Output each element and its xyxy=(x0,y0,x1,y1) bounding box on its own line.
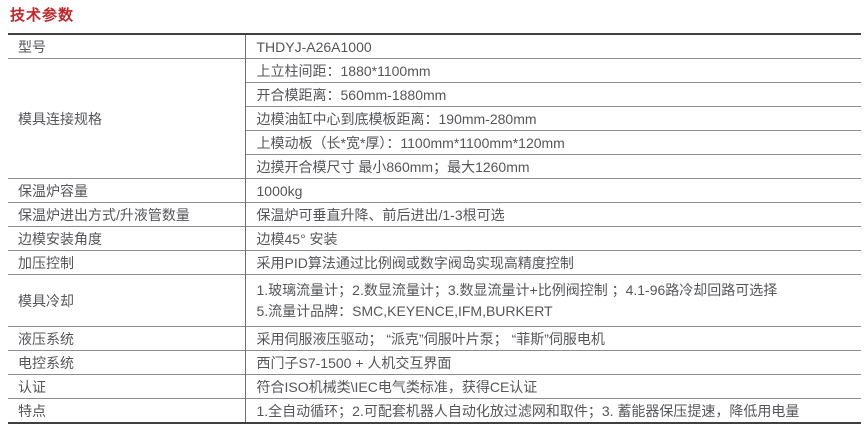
spec-value-hydraulic-system: 采用伺服液压驱动； “派克”伺服叶片泵； “菲斯”伺服电机 xyxy=(245,326,861,351)
row-hydraulic-system: 液压系统 采用伺服液压驱动； “派克”伺服叶片泵； “菲斯”伺服电机 xyxy=(8,326,861,351)
spec-label-mold-cooling: 模具冷却 xyxy=(8,274,246,327)
row-mold-connection-sub: 开合模距离：560mm-1880mm xyxy=(8,82,861,107)
row-pressure-control: 加压控制 采用PID算法通过比例阀或数字阀岛实现高精度控制 xyxy=(8,250,861,275)
row-electric-control: 电控系统 西门子S7-1500 + 人机交互界面 xyxy=(8,350,861,375)
spec-value-mold-cooling: 1.玻璃流量计；2.数显流量计；3.数显流量计+比例阀控制 ；4.1-96路冷却… xyxy=(245,274,861,327)
spec-label-mold-connection: 模具连接规格 xyxy=(8,58,246,179)
spec-label-certification: 认证 xyxy=(8,374,246,399)
spec-value-certification: 符合ISO机械类\IEC电气类标准，获得CE认证 xyxy=(245,374,861,399)
spec-label-furnace-access: 保温炉进出方式/升液管数量 xyxy=(8,202,246,227)
row-mold-connection-sub: 边摸开合模尺寸 最小860mm；最大1260mm xyxy=(8,154,861,179)
spec-value-open-close-distance: 开合模距离：560mm-1880mm xyxy=(245,82,861,107)
spec-value-cylinder-distance: 边模油缸中心到底模板距离：190mm-280mm xyxy=(245,106,861,131)
row-features: 特点 1.全自动循环；2.可配套机器人自动化放过滤网和取件；3. 蓄能器保压提速… xyxy=(8,398,861,423)
spec-sheet: 技术参数 型号 THDYJ-A26A1000 模具连接规格 上立柱间距：1880… xyxy=(0,7,868,424)
spec-value-features: 1.全自动循环；2.可配套机器人自动化放过滤网和取件；3. 蓄能器保压提速，降低… xyxy=(245,398,861,423)
spec-label-hydraulic-system: 液压系统 xyxy=(8,326,246,351)
spec-value-pressure-control: 采用PID算法通过比例阀或数字阀岛实现高精度控制 xyxy=(245,250,861,275)
spec-label-furnace-capacity: 保温炉容量 xyxy=(8,178,246,203)
spec-label-electric-control: 电控系统 xyxy=(8,350,246,375)
specs-table: 型号 THDYJ-A26A1000 模具连接规格 上立柱间距：1880*1100… xyxy=(8,33,861,424)
spec-value-column-spacing: 上立柱间距：1880*1100mm xyxy=(245,58,861,83)
spec-value-side-mold-size: 边摸开合模尺寸 最小860mm；最大1260mm xyxy=(245,154,861,179)
spec-label-features: 特点 xyxy=(8,398,246,423)
row-furnace-access: 保温炉进出方式/升液管数量 保温炉可垂直升降、前后进出/1-3根可选 xyxy=(8,202,861,227)
row-furnace-capacity: 保温炉容量 1000kg xyxy=(8,178,861,203)
spec-value-model: THDYJ-A26A1000 xyxy=(245,33,861,59)
row-side-mold-angle: 边模安装角度 边模45° 安装 xyxy=(8,226,861,251)
spec-value-furnace-access: 保温炉可垂直升降、前后进出/1-3根可选 xyxy=(245,202,861,227)
mold-cooling-line-1: 1.玻璃流量计；2.数显流量计；3.数显流量计+比例阀控制 ；4.1-96路冷却… xyxy=(256,281,778,298)
row-mold-connection-sub: 边模油缸中心到底模板距离：190mm-280mm xyxy=(8,106,861,131)
row-model: 型号 THDYJ-A26A1000 xyxy=(8,33,861,59)
spec-value-upper-platen: 上模动板（长*宽*厚）：1100mm*1100mm*120mm xyxy=(245,130,861,155)
spec-value-furnace-capacity: 1000kg xyxy=(245,178,861,203)
mold-cooling-line-2: 5.流量计品牌：SMC,KEYENCE,IFM,BURKERT xyxy=(256,302,553,319)
spec-label-model: 型号 xyxy=(8,33,246,59)
spec-label-pressure-control: 加压控制 xyxy=(8,250,246,275)
row-mold-connection: 模具连接规格 上立柱间距：1880*1100mm xyxy=(8,58,861,179)
row-certification: 认证 符合ISO机械类\IEC电气类标准，获得CE认证 xyxy=(8,374,861,399)
spec-value-side-mold-angle: 边模45° 安装 xyxy=(245,226,861,251)
spec-label-side-mold-angle: 边模安装角度 xyxy=(8,226,246,251)
row-mold-cooling: 模具冷却 1.玻璃流量计；2.数显流量计；3.数显流量计+比例阀控制 ；4.1-… xyxy=(8,274,861,327)
page-title: 技术参数 xyxy=(10,7,75,24)
spec-value-electric-control: 西门子S7-1500 + 人机交互界面 xyxy=(245,350,861,375)
row-mold-connection-sub: 上模动板（长*宽*厚）：1100mm*1100mm*120mm xyxy=(8,130,861,155)
